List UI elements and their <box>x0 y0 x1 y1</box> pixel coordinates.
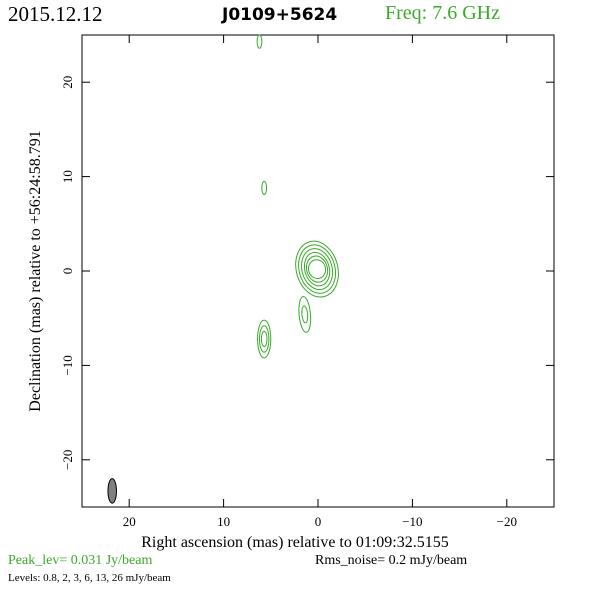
contour-knot-far <box>256 34 263 49</box>
x-tick-label: −20 <box>497 514 517 529</box>
contour-jet-outer <box>257 319 272 359</box>
contour-knot-north <box>261 180 268 196</box>
contour-jet-inner <box>301 305 309 324</box>
observation-date: 2015.12.12 <box>8 2 103 26</box>
contour-core <box>298 244 337 294</box>
contour-core <box>301 248 334 291</box>
source-name: J0109+5624 <box>222 5 338 25</box>
rms-noise: Rms_noise= 0.2 mJy/beam <box>315 553 468 568</box>
beam-ellipse <box>107 478 117 504</box>
contour-layer <box>256 34 339 359</box>
y-tick-label: −20 <box>60 450 75 470</box>
x-tick-label: −10 <box>402 514 422 529</box>
y-tick-label: 0 <box>60 268 75 275</box>
contour-jet-outer <box>258 325 270 353</box>
plot-frame <box>81 34 555 508</box>
y-tick-label: −10 <box>60 355 75 375</box>
contour-core <box>307 259 327 279</box>
beam-layer <box>107 478 117 504</box>
contour-core <box>303 251 331 287</box>
frequency-label: Freq: 7.6 GHz <box>385 2 500 24</box>
y-tick-label: 20 <box>60 76 75 89</box>
contour-levels: Levels: 0.8, 2, 3, 6, 13, 26 mJy/beam <box>8 572 171 584</box>
contour-core <box>305 255 329 283</box>
y-axis-label: Declination (mas) relative to +56:24:58.… <box>27 130 44 411</box>
x-tick-label: 0 <box>315 514 322 529</box>
contour-jet-inner <box>298 296 312 333</box>
y-tick-label: 10 <box>60 170 75 183</box>
axis-ticks: 20 10 0 −10 −20 20 10 0 −10 −20 <box>60 35 554 529</box>
x-axis-label: Right ascension (mas) relative to 01:09:… <box>141 534 449 551</box>
x-tick-label: 20 <box>123 514 136 529</box>
contour-jet-outer <box>260 330 268 348</box>
x-tick-label: 10 <box>217 514 230 529</box>
peak-level: Peak_lev= 0.031 Jy/beam <box>8 553 153 568</box>
contour-core <box>295 240 339 298</box>
